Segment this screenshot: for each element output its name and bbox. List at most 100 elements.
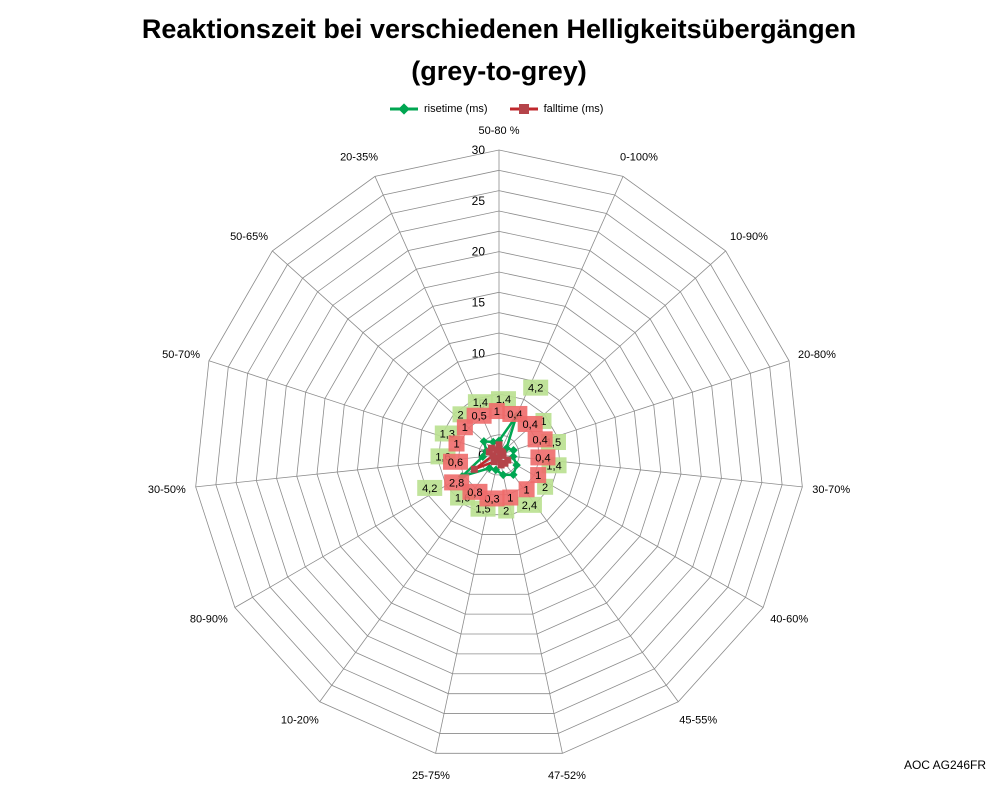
risetime-data-label-bg [467,394,493,411]
falltime-data-label-bg [517,415,543,432]
falltime-data-label-bg [530,449,556,466]
falltime-data-label: 0,4 [532,434,547,446]
category-label: 40-60% [770,614,808,626]
legend: risetime (ms) falltime (ms) [390,100,603,118]
point-risetime [509,470,518,479]
risetime-data-label: 1,5 [475,504,490,516]
grid-ring [255,210,743,695]
grid-ring [357,312,641,595]
falltime-data-label-bg [488,403,505,420]
grid-ring [417,373,581,535]
falltime-data-label: 0,3 [484,493,499,505]
category-label: 50-80 % [479,125,520,137]
category-label: 50-65% [230,231,268,243]
point-falltime [493,446,501,454]
point-falltime [501,459,509,467]
point-risetime [498,470,508,480]
risetime-data-label-bg [452,406,469,423]
point-risetime [509,446,518,455]
falltime-data-label: 0,6 [448,457,463,469]
falltime-data-label-bg [527,431,553,448]
legend-falltime-label: falltime (ms) [543,103,604,115]
legend-risetime-swatch [390,103,418,115]
legend-item-falltime: falltime (ms) [509,103,604,115]
category-label: 50-70% [162,349,200,361]
radial-tick-label: 25 [472,194,486,208]
risetime-data-label: 4,2 [422,483,437,495]
risetime-data-label: 2 [542,482,548,494]
risetime-data-label: 2 [457,409,463,421]
category-label: 10-90% [730,231,768,243]
risetime-data-label: 2,4 [522,500,537,512]
point-risetime [479,437,489,446]
falltime-data-label: 0,4 [535,452,550,464]
falltime-data-label-bg [530,467,547,484]
falltime-data-label-bg [502,489,519,506]
risetime-data-label-bg [498,502,515,519]
chart-title: Reaktionszeit bei verschiedenen Helligke… [141,14,857,44]
risetime-data-label: 4,2 [528,383,543,395]
legend-falltime-swatch [509,104,538,114]
grid-ring [316,271,682,635]
radar-data-labels: 1,44,211,51,422,421,51,64,21,61,321,410,… [417,379,567,519]
grid-ring [215,169,783,734]
risetime-data-label: 1,4 [473,397,488,409]
grid-ring [195,149,803,754]
falltime-data-label: 1 [453,439,459,451]
category-label: 30-70% [812,484,850,496]
falltime-data-label: 2,8 [449,477,464,489]
falltime-data-label-bg [443,453,469,470]
point-risetime [478,452,488,461]
grid-ring [336,291,662,615]
category-label: 47-52% [548,770,586,782]
radial-tick-label: 20 [472,245,486,259]
radial-tick-label: 15 [472,296,486,310]
risetime-data-label-bg [417,479,443,496]
legend-item-risetime: risetime (ms) [390,103,488,115]
point-falltime [489,452,497,460]
credit-label: AOC AG246FR [903,758,986,772]
grid-ring [377,332,621,575]
grid-ring [276,230,722,675]
falltime-data-label-bg [518,481,535,498]
point-falltime [499,451,507,459]
point-falltime [470,465,478,473]
radar-grid: 05101520253050-80 %0-100%10-90%20-80%30-… [148,125,850,782]
falltime-data-label: 1 [535,470,541,482]
chart-subtitle: (grey-to-grey) [411,56,587,86]
category-label: 25-75% [412,770,450,782]
point-falltime [490,458,498,466]
falltime-data-label-bg [448,435,465,452]
category-label: 45-55% [679,715,717,727]
grid-ring [296,251,702,655]
risetime-data-label: 1 [540,416,546,428]
grid-ring [235,190,763,714]
category-label: 20-80% [798,349,836,361]
point-risetime [488,437,498,447]
point-falltime [487,444,495,452]
radar-series [457,411,521,481]
category-label: 20-35% [340,151,378,163]
series-line-risetime [460,414,518,478]
risetime-data-label-bg [523,379,549,396]
falltime-data-label: 1 [494,406,500,418]
point-falltime [494,454,502,462]
point-falltime [497,461,505,469]
falltime-data-label: 1 [507,493,513,505]
falltime-data-label: 0,4 [523,419,538,431]
grid-ring [397,352,601,555]
category-label: 80-90% [190,614,228,626]
point-falltime [495,441,503,449]
legend-risetime-label: risetime (ms) [424,103,488,115]
point-risetime [512,460,521,470]
category-label: 30-50% [148,484,186,496]
falltime-data-label: 0,5 [471,411,486,423]
risetime-data-label-bg [516,496,542,513]
radial-tick-label: 30 [472,143,486,157]
radial-tick-label: 10 [472,346,486,360]
falltime-data-label-bg [444,474,470,491]
category-label: 0-100% [620,151,658,163]
risetime-data-label: 2 [503,506,509,518]
category-label: 10-20% [281,715,319,727]
